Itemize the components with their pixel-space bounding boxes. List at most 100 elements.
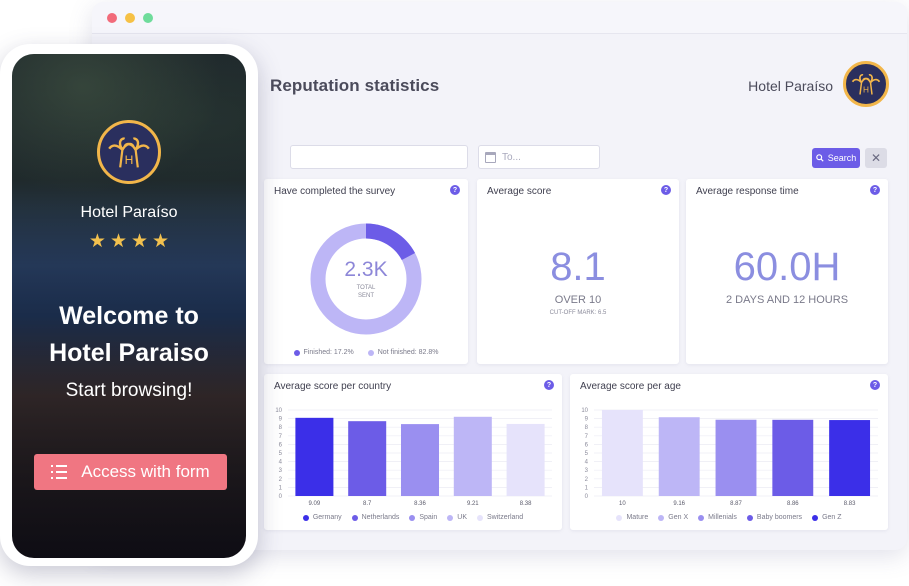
access-button-label: Access with form	[81, 462, 210, 481]
y-tick-label: 2	[585, 477, 589, 483]
score-per-age-card: Average score per age ? 0 1 2 3 4 5 6 7 8 9 10 10 9.…	[570, 374, 888, 530]
bar-value-label: 8.83	[844, 501, 856, 507]
y-tick-label: 8	[279, 425, 283, 431]
minimize-window-dot[interactable]	[125, 12, 135, 23]
search-button[interactable]: Search	[812, 148, 860, 168]
legend-not-finished-label: Not finished: 82.8%	[377, 349, 439, 356]
survey-legend: Finished: 17.2% Not finished: 82.8%	[264, 349, 468, 356]
close-window-dot[interactable]	[107, 12, 117, 23]
legend-item[interactable]: Gen Z	[812, 514, 842, 521]
list-icon	[51, 465, 68, 479]
y-tick-label: 5	[585, 451, 589, 457]
bar-value-label: 9.09	[309, 501, 321, 507]
legend-item[interactable]: UK	[447, 514, 467, 521]
legend-dot	[409, 514, 416, 521]
legend-item[interactable]: Germany	[302, 514, 342, 521]
y-tick-label: 7	[585, 434, 589, 440]
maximize-window-dot[interactable]	[143, 12, 153, 23]
y-tick-label: 8	[585, 425, 589, 431]
date-to-input[interactable]: To...	[478, 145, 600, 169]
legend-dot	[658, 514, 665, 521]
y-tick-label: 0	[585, 494, 589, 500]
response-time-value: 60.0H	[733, 245, 841, 289]
average-score-card: Average score ? 8.1 OVER 10 CUT-OFF MARK…	[477, 179, 679, 364]
card-title: Average response time	[696, 186, 799, 197]
y-tick-label: 0	[279, 494, 283, 500]
star-rating: ★ ★ ★ ★	[12, 232, 246, 251]
bar-value-label: 8.86	[787, 501, 799, 507]
hotel-logo-icon: H	[97, 120, 161, 184]
legend-dot	[447, 514, 454, 521]
legend-label: Gen X	[668, 514, 689, 521]
legend-label: Baby boomers	[756, 514, 803, 521]
legend-item[interactable]: Netherlands	[351, 514, 399, 521]
bar-gen-z[interactable]	[829, 420, 871, 496]
bar-switzerland[interactable]	[506, 423, 545, 496]
start-browsing-text: Start browsing!	[65, 380, 193, 401]
page-title: Reputation statistics	[270, 76, 440, 95]
legend-item[interactable]: Baby boomers	[746, 514, 803, 521]
date-from-input[interactable]	[290, 145, 468, 169]
clear-filter-button[interactable]: ✕	[865, 148, 887, 168]
bar-value-label: 10	[619, 501, 626, 507]
bar-gen-x[interactable]	[658, 417, 700, 496]
bar-baby-boomers[interactable]	[772, 419, 814, 496]
card-title: Average score per country	[274, 381, 392, 392]
y-tick-label: 10	[275, 408, 282, 414]
svg-text:H: H	[125, 153, 134, 167]
bar-germany[interactable]	[295, 417, 334, 496]
legend-label: Germany	[312, 514, 342, 521]
help-icon[interactable]: ?	[661, 185, 671, 195]
svg-text:H: H	[863, 85, 869, 94]
bar-mature[interactable]	[601, 410, 643, 496]
legend-item[interactable]: Mature	[616, 514, 648, 521]
bar-uk[interactable]	[453, 416, 492, 496]
cutoff-mark: CUT-OFF MARK: 6.5	[549, 310, 607, 316]
total-sent-value: 2.3K	[344, 258, 388, 281]
survey-completion-card: Have completed the survey ? 2.3K TOTAL S…	[264, 179, 468, 364]
y-tick-label: 7	[279, 434, 283, 440]
legend-dot	[616, 514, 623, 521]
legend-finished-label: Finished: 17.2%	[303, 349, 354, 356]
legend-dot	[698, 514, 705, 521]
y-tick-label: 3	[279, 468, 283, 474]
help-icon[interactable]: ?	[870, 185, 880, 195]
y-tick-label: 3	[585, 468, 589, 474]
score-per-country-card: Average score per country ? 0 1 2 3 4 5 6 7 8 9 10…	[264, 374, 562, 530]
star-icon: ★	[131, 231, 149, 252]
legend-item[interactable]: Switzerland	[477, 514, 523, 521]
legend-item[interactable]: Millenials	[698, 514, 737, 521]
legend-dot	[293, 349, 300, 356]
welcome-heading: Welcome to Hotel Paraiso	[12, 298, 246, 372]
help-icon[interactable]: ?	[870, 380, 880, 390]
legend-label: Spain	[419, 514, 438, 521]
search-icon	[815, 154, 824, 162]
bar-spain[interactable]	[400, 424, 440, 496]
y-tick-label: 9	[279, 417, 283, 423]
date-to-placeholder: To...	[502, 151, 521, 163]
y-tick-label: 4	[279, 460, 283, 466]
help-icon[interactable]: ?	[544, 380, 554, 390]
help-icon[interactable]: ?	[450, 185, 460, 195]
legend-label: UK	[457, 514, 467, 521]
sent-label: SENT	[357, 293, 374, 299]
bar-netherlands[interactable]	[348, 421, 387, 496]
card-title: Average score per age	[580, 381, 681, 392]
bar-value-label: 8.36	[414, 501, 426, 507]
bar-value-label: 8.87	[730, 501, 742, 507]
bar-value-label: 9.21	[467, 501, 479, 507]
legend-dot	[477, 514, 483, 521]
country-bar-chart: 0 1 2 3 4 5 6 7 8 9 10 9.09 8.7 8.36 9.21 8.38	[275, 408, 552, 507]
hotel-name: Hotel Paraíso	[748, 78, 833, 94]
age-bar-chart: 0 1 2 3 4 5 6 7 8 9 10 10 9.16 8.87 8.86 8.83	[581, 408, 878, 507]
access-with-form-button[interactable]: Access with form	[34, 454, 227, 490]
legend-item[interactable]: Gen X	[658, 514, 688, 521]
average-score-value: 8.1	[550, 245, 606, 289]
legend-item[interactable]: Spain	[409, 514, 437, 521]
legend-label: Millenials	[708, 514, 737, 521]
response-time-sub: 2 DAYS AND 12 HOURS	[725, 294, 849, 306]
search-button-label: Search	[827, 153, 857, 163]
bar-millenials[interactable]	[715, 419, 757, 496]
legend-dot	[351, 514, 358, 521]
star-icon: ★	[109, 231, 127, 252]
